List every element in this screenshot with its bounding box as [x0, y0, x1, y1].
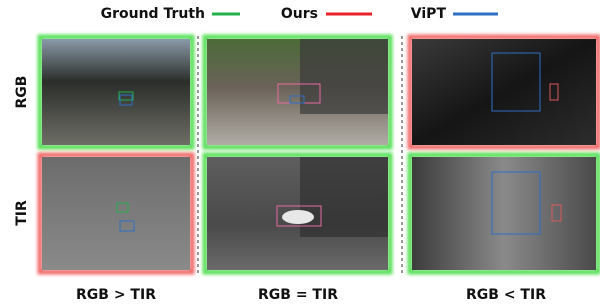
legend-label: ViPT [411, 6, 447, 22]
column-label: RGB > TIR [76, 287, 156, 303]
column-label: RGB < TIR [466, 287, 546, 303]
column-label: RGB = TIR [258, 287, 338, 303]
legend-label: Ours [281, 6, 318, 22]
legend: Ground Truth Ours ViPT [101, 6, 498, 22]
row-label: RGB [14, 76, 30, 109]
legend-label: Ground Truth [101, 6, 205, 22]
row-label: TIR [14, 200, 30, 226]
figure: Ground Truth Ours ViPT [0, 0, 600, 308]
